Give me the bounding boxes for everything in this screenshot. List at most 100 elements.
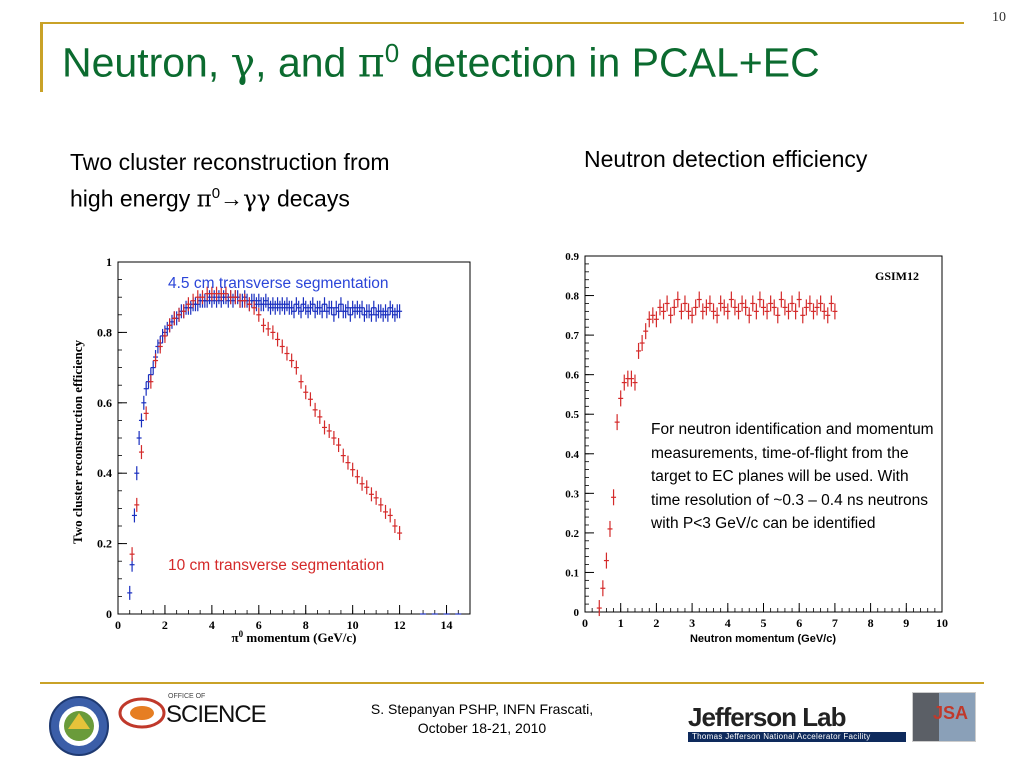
y-tick-label: 0.2 — [565, 528, 579, 540]
red-point — [803, 299, 809, 316]
red-point — [223, 286, 229, 301]
blue-point — [298, 304, 304, 319]
red-point — [764, 303, 770, 320]
x-tick-label: 1 — [618, 616, 624, 630]
red-point — [246, 297, 252, 312]
red-point — [171, 311, 177, 326]
red-point — [810, 303, 816, 320]
red-point — [293, 360, 299, 375]
red-point — [176, 307, 182, 322]
blue-point — [350, 300, 356, 315]
red-point — [743, 299, 749, 316]
blue-point — [383, 304, 389, 319]
red-point — [387, 508, 393, 523]
y-tick-label: 0.3 — [565, 488, 579, 500]
blue-point — [317, 300, 323, 315]
left-heading-gammas: γγ — [243, 186, 271, 213]
x-tick-label: 3 — [689, 616, 695, 630]
y-tick-label: 0.5 — [565, 409, 579, 421]
blue-point — [312, 304, 318, 319]
red-point — [653, 311, 659, 328]
left-heading-pi: π — [196, 186, 212, 213]
red-point — [251, 300, 257, 315]
red-point — [753, 303, 759, 320]
x-tick-label: 4 — [209, 618, 215, 632]
red-point — [317, 409, 323, 424]
red-point — [714, 307, 720, 324]
red-point — [195, 290, 201, 305]
blue-point — [272, 300, 278, 315]
red-point — [368, 487, 374, 502]
blue-point — [211, 290, 217, 305]
red-point — [181, 304, 187, 319]
red-point — [725, 303, 731, 320]
blue-point — [169, 314, 175, 329]
y-tick-label: 0.9 — [565, 251, 579, 263]
pi0-efficiency-chart: 0 2 4 6 8 10 12 14 0 0.2 0.4 0.6 0.8 1 4.5 cm transve… — [70, 255, 471, 645]
blue-point — [357, 304, 363, 319]
blue-point — [343, 304, 349, 319]
blue-point — [300, 297, 306, 312]
red-point — [242, 293, 248, 308]
red-point — [643, 323, 649, 340]
red-point — [275, 332, 281, 347]
red-point — [768, 295, 774, 312]
blue-point — [305, 304, 311, 319]
red-point — [636, 342, 642, 359]
blue-point — [397, 304, 403, 319]
red-point — [232, 290, 238, 305]
left-heading-prefix: high energy — [70, 185, 197, 212]
x-tick-label: 5 — [761, 616, 767, 630]
x-axis-label: π0 momentum (GeV/c) — [232, 629, 357, 645]
red-point — [383, 504, 389, 519]
red-point — [373, 490, 379, 505]
red-point — [289, 353, 295, 368]
red-point — [162, 328, 168, 343]
legend-red: 10 cm transverse segmentation — [168, 557, 384, 574]
blue-point — [366, 304, 372, 319]
blue-point — [293, 297, 299, 312]
blue-point — [230, 293, 236, 308]
footer-text: S. Stepanyan PSHP, INFN Frascati, Octobe… — [332, 700, 632, 738]
blue-point — [260, 297, 266, 312]
doe-seal-logo — [49, 696, 109, 756]
axis-ticks: 0 2 4 6 8 10 12 14 0 0.2 0.4 0.6 0.8 1 — [97, 255, 471, 632]
blue-point — [134, 466, 140, 481]
blue-point — [373, 307, 379, 322]
blue-point — [354, 300, 360, 315]
red-point — [757, 291, 763, 308]
red-point — [796, 291, 802, 308]
y-tick-label: 0.7 — [565, 330, 579, 342]
blue-point — [131, 508, 137, 523]
red-point — [228, 290, 234, 305]
title-sup: 0 — [384, 38, 400, 68]
red-point — [689, 307, 695, 324]
x-tick-label: 6 — [796, 616, 802, 630]
blue-point — [256, 293, 262, 308]
red-point — [270, 325, 276, 340]
title-accent-vertical — [40, 22, 43, 92]
blue-point — [333, 300, 339, 315]
red-point — [793, 303, 799, 320]
blue-point — [225, 293, 231, 308]
x-axis-label-sup: 0 — [239, 629, 244, 639]
jefferson-lab-logo: Jefferson Lab Thomas Jefferson National … — [688, 702, 908, 746]
blue-point — [284, 297, 290, 312]
red-point — [614, 414, 620, 431]
red-point — [167, 318, 173, 333]
slide-title: Neutron, γ, and π0 detection in PCAL+EC — [62, 38, 820, 87]
red-point — [800, 307, 806, 324]
red-point — [632, 374, 638, 391]
blue-point — [136, 431, 142, 445]
blue-point — [127, 585, 133, 600]
blue-point — [207, 290, 213, 305]
x-tick-label: 8 — [303, 618, 309, 632]
red-point — [832, 303, 838, 320]
x-tick-label: 9 — [903, 616, 909, 630]
x-tick-label: 10 — [347, 618, 359, 632]
blue-point — [307, 300, 313, 315]
red-point — [350, 462, 356, 477]
red-point — [746, 307, 752, 324]
x-tick-label: 7 — [832, 616, 838, 630]
red-point — [260, 318, 266, 333]
